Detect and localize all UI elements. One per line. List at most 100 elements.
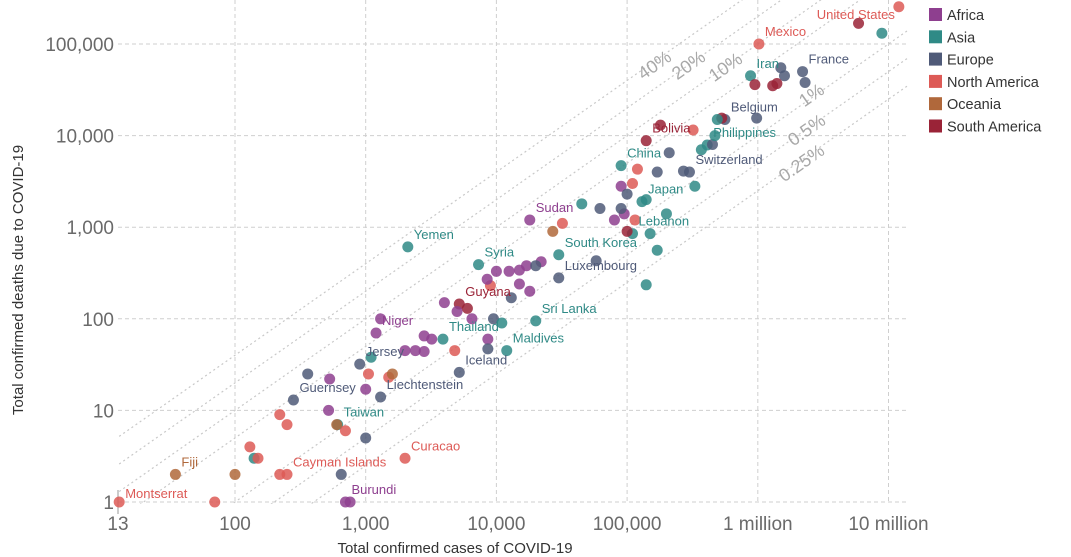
data-point [771,78,783,90]
data-point [621,225,633,237]
point-label: Switzerland [695,152,762,167]
y-axis-title: Total confirmed deaths due to COVID-19 [10,145,27,415]
data-point [274,468,286,480]
point-label: France [809,52,849,67]
y-axis-ticks: 1 10 100 1,000 10,000 100,000 [45,35,114,514]
data-point [797,66,809,78]
point-label: Mexico [765,24,806,39]
data-points [113,1,905,508]
fatality-label: 0.25% [775,140,828,186]
data-point [344,496,356,508]
data-point [695,144,707,156]
data-point [629,214,641,226]
data-point [706,138,718,150]
point-label: United States [817,7,896,22]
data-point [654,119,666,131]
legend-label: North America [947,75,1040,91]
point-label: Iceland [465,352,507,367]
data-point [466,313,478,325]
legend-label: South America [947,120,1042,136]
data-point [482,333,494,345]
point-label: Philippines [713,125,776,140]
data-point [490,265,502,277]
data-point [876,27,888,39]
data-point [547,225,559,237]
data-point [331,419,343,431]
data-point [608,214,620,226]
data-point [473,259,485,271]
fatality-label: 0.5% [784,110,829,150]
data-point [503,265,515,277]
point-label: Syria [485,245,515,260]
data-point [640,194,652,206]
data-point [274,409,286,421]
point-label: Japan [648,182,683,197]
data-point [323,404,335,416]
legend-label: Asia [947,30,976,46]
x-tick-label: 13 [107,514,128,535]
data-point [426,333,438,345]
data-point [501,345,513,357]
point-label: Cayman Islands [293,454,387,469]
data-point [324,373,336,385]
data-point [778,70,790,82]
y-tick-label: 10 [93,401,114,422]
point-label: Jersey [366,344,405,359]
point-label: Bolivia [652,121,691,136]
point-label: Guernsey [299,380,356,395]
data-point [530,260,542,272]
x-tick-label: 100,000 [593,514,662,535]
data-point [627,177,639,189]
data-point [556,217,568,229]
point-label: Belgium [731,99,778,114]
data-point [521,260,533,272]
data-point [745,70,757,82]
point-label: Montserrat [125,486,188,501]
data-point [594,203,606,215]
legend-label: Africa [947,8,985,24]
fatality-label: 20% [668,47,709,84]
data-point [481,273,493,285]
data-point [621,188,633,200]
x-tick-label: 100 [219,514,251,535]
data-point [209,496,221,508]
data-point [438,297,450,309]
point-label: Luxembourg [565,258,637,273]
point-label: Thailand [449,319,499,334]
data-point [640,279,652,291]
data-point [893,1,905,13]
data-point [663,147,675,159]
point-label: Maldives [513,331,565,346]
y-tick-label: 1 [103,493,114,514]
y-tick-label: 100 [82,310,114,331]
data-point [615,203,627,215]
data-point [339,425,351,437]
data-point [631,163,643,175]
data-point [281,419,293,431]
data-point [375,313,387,325]
legend-swatch [929,52,942,66]
data-point [229,468,241,480]
data-point [853,17,865,29]
point-label: South Korea [565,235,638,250]
point-label: Burundi [351,482,396,497]
data-point [524,214,536,226]
data-point [451,306,463,318]
data-point [287,394,299,406]
data-point [386,368,398,380]
data-point [252,452,264,464]
data-point [753,38,765,50]
x-axis-title: Total confirmed cases of COVID-19 [337,540,572,557]
point-label: Sri Lanka [542,301,598,316]
point-label: Guyana [465,284,511,299]
data-point [709,130,721,142]
fatality-label: 10% [705,49,746,86]
legend: Africa Asia Europe North America Oceania Sout… [929,8,1042,136]
data-point [530,315,542,327]
point-label: China [627,146,662,161]
data-point [615,160,627,172]
x-tick-label: 1 million [723,514,793,535]
point-label: Iran [757,56,779,71]
